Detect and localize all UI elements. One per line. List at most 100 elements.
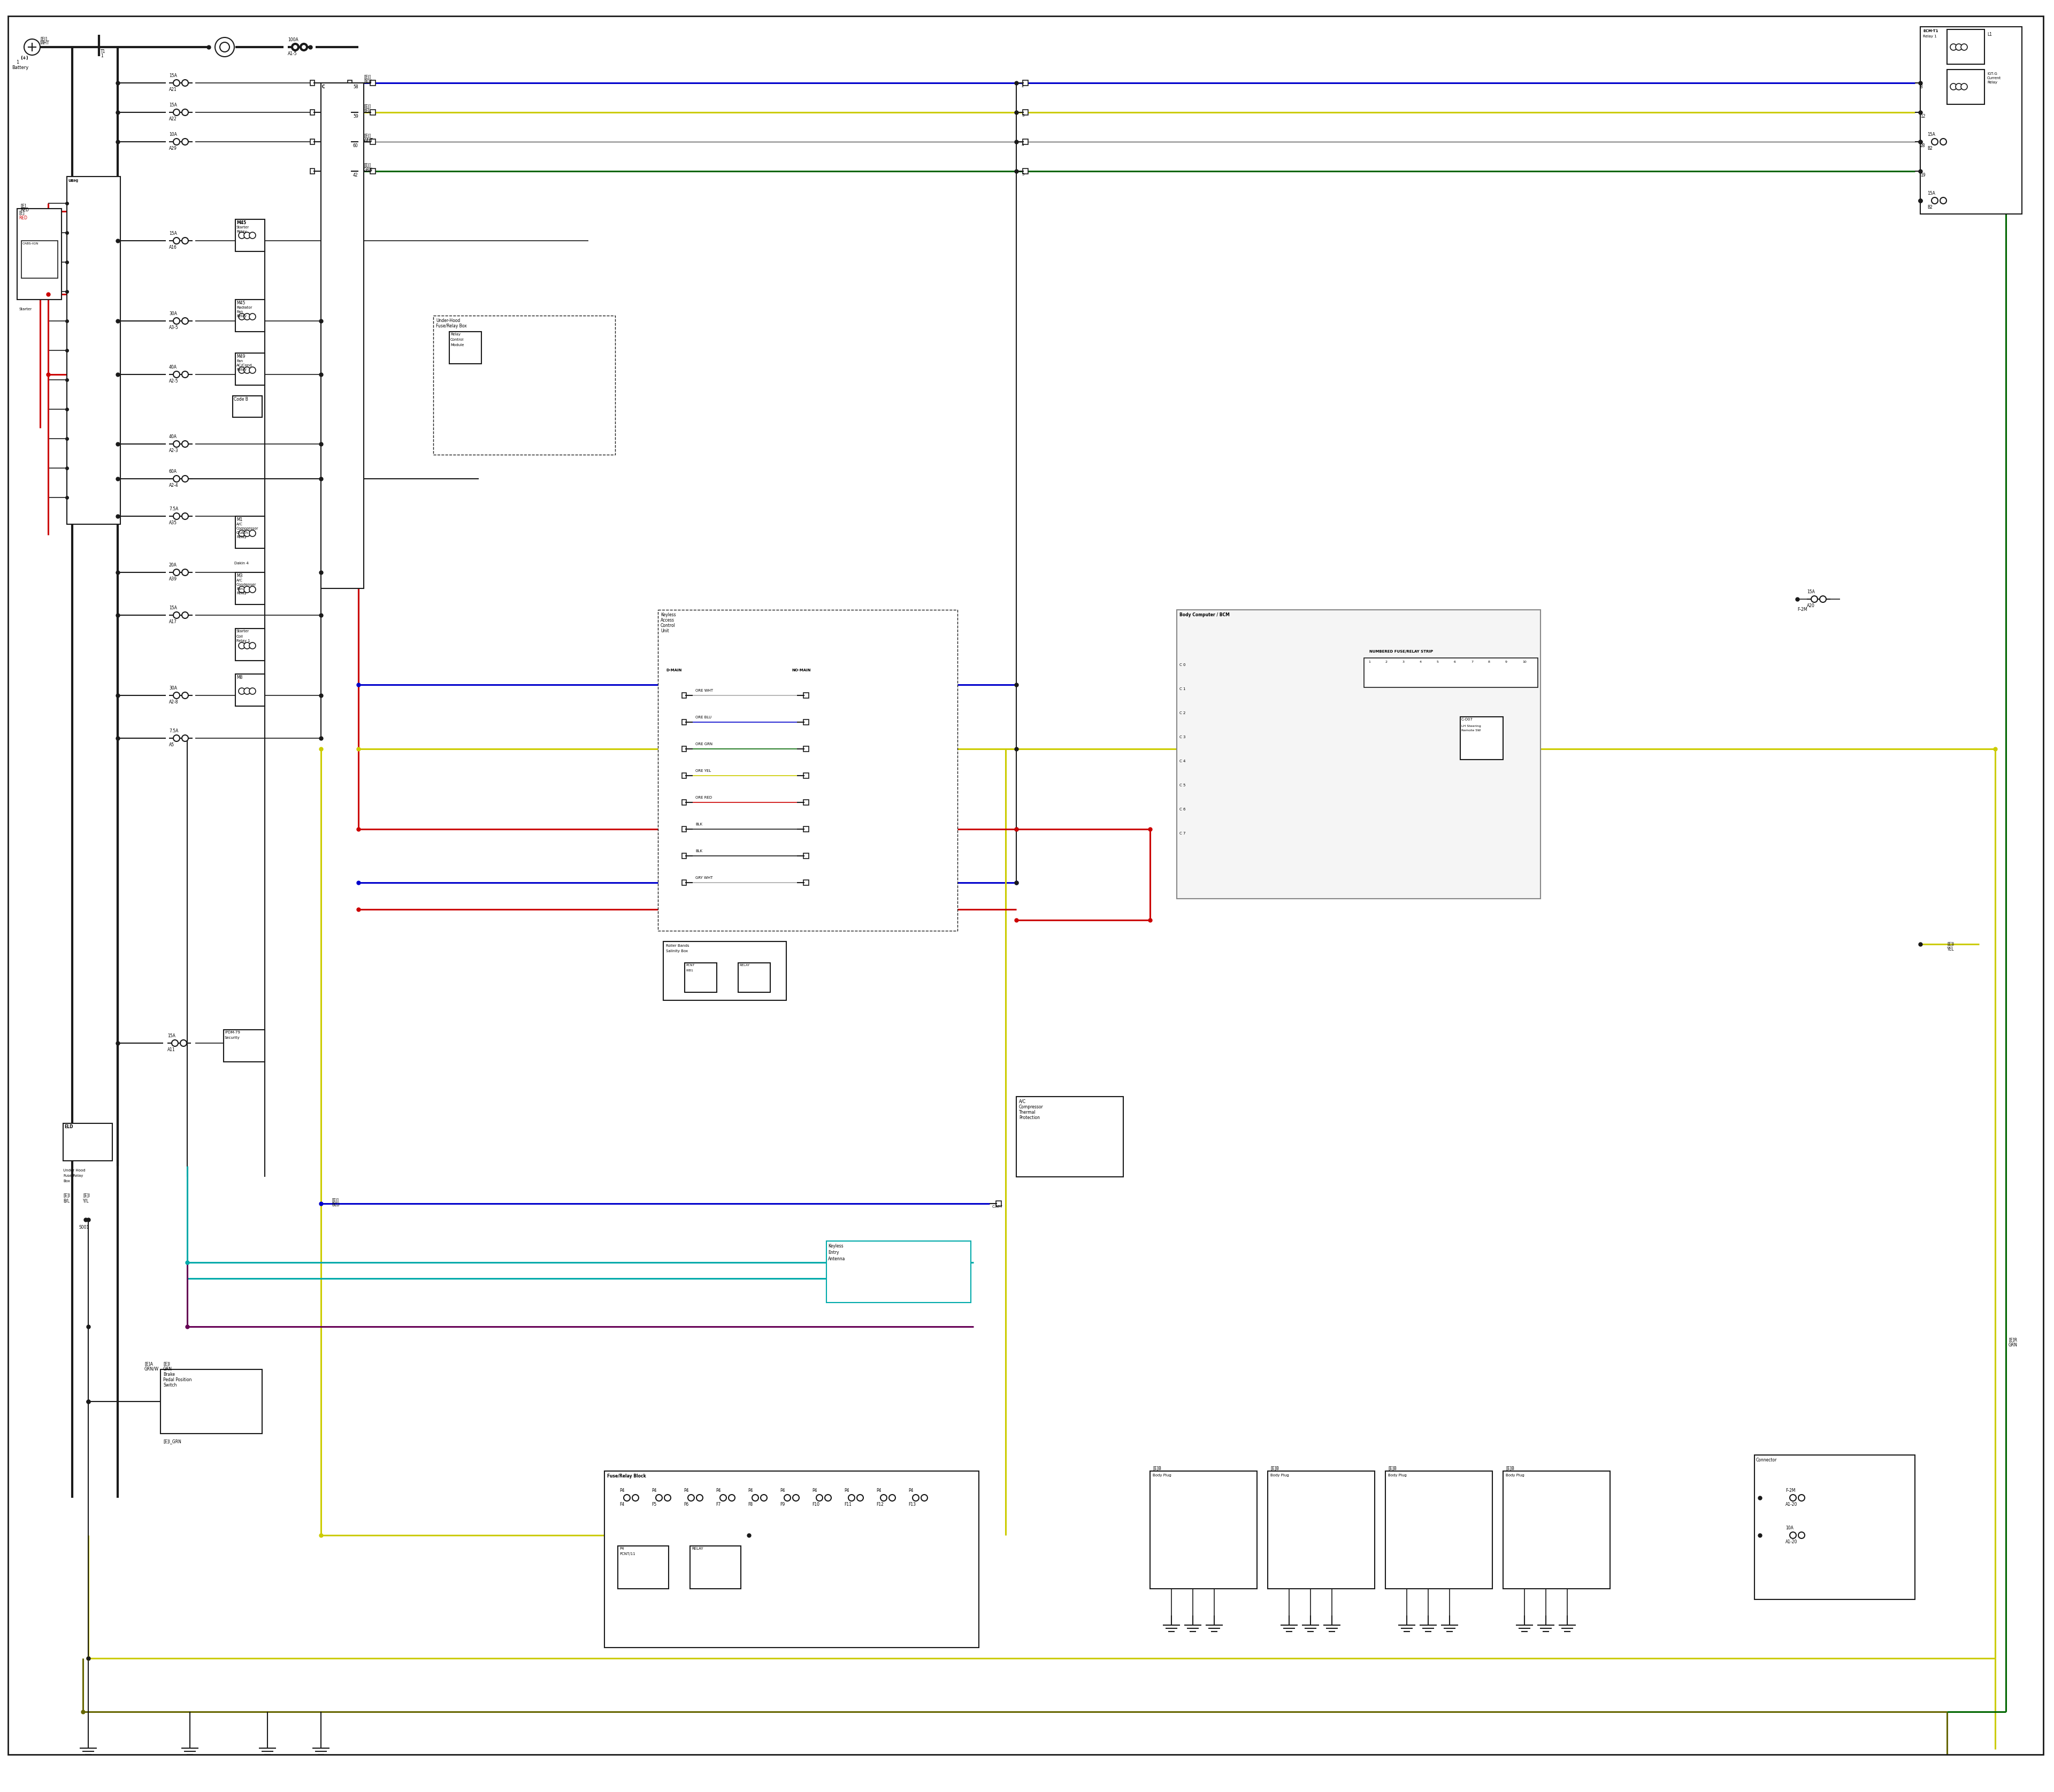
Bar bbox=[236, 353, 265, 385]
Text: F6: F6 bbox=[684, 1502, 688, 1507]
Text: A2-3: A2-3 bbox=[168, 448, 179, 453]
Text: NO-MAIN: NO-MAIN bbox=[791, 668, 811, 672]
Text: 20A: 20A bbox=[168, 563, 177, 568]
Bar bbox=[450, 332, 481, 364]
Text: P4: P4 bbox=[908, 1487, 914, 1493]
Text: 5: 5 bbox=[1021, 172, 1025, 176]
Text: [EI]: [EI] bbox=[41, 36, 47, 41]
Bar bbox=[370, 140, 376, 145]
Bar bbox=[1920, 27, 2021, 213]
Text: Control: Control bbox=[661, 624, 676, 627]
Circle shape bbox=[760, 1495, 766, 1502]
Bar bbox=[1920, 109, 1927, 115]
Text: 58: 58 bbox=[353, 84, 357, 90]
Text: P4: P4 bbox=[748, 1487, 754, 1493]
Text: Current: Current bbox=[1986, 77, 2001, 79]
Text: [E]I: [E]I bbox=[1947, 941, 1953, 946]
Text: Code B: Code B bbox=[234, 396, 249, 401]
Text: 60: 60 bbox=[353, 143, 357, 149]
Text: 8: 8 bbox=[1487, 661, 1489, 663]
Text: F10: F10 bbox=[811, 1502, 820, 1507]
Text: Condenser: Condenser bbox=[236, 582, 257, 586]
Text: Brake: Brake bbox=[162, 1373, 175, 1376]
Text: A2-4: A2-4 bbox=[168, 484, 179, 487]
Text: Keyless: Keyless bbox=[661, 613, 676, 616]
Text: B/L: B/L bbox=[64, 1199, 70, 1202]
Text: P4: P4 bbox=[877, 1487, 881, 1493]
Text: Control: Control bbox=[450, 339, 464, 340]
Text: A/C: A/C bbox=[1019, 1098, 1027, 1104]
Text: 28: 28 bbox=[1920, 143, 1925, 149]
Text: [E]R: [E]R bbox=[2009, 1337, 2017, 1342]
Text: A22: A22 bbox=[168, 116, 177, 122]
Text: [E]: [E] bbox=[18, 210, 25, 215]
Text: F-2M: F-2M bbox=[1785, 1487, 1795, 1493]
Circle shape bbox=[1799, 1495, 1805, 1502]
Text: C 4: C 4 bbox=[1179, 760, 1185, 763]
Text: Relay: Relay bbox=[236, 591, 246, 595]
Text: 40A: 40A bbox=[168, 366, 177, 369]
Text: C 5: C 5 bbox=[1179, 783, 1185, 787]
Text: 7.5A: 7.5A bbox=[168, 729, 179, 733]
Circle shape bbox=[729, 1495, 735, 1502]
Text: NUMBERED FUSE/RELAY STRIP: NUMBERED FUSE/RELAY STRIP bbox=[1370, 650, 1434, 652]
Text: [EJ]: [EJ] bbox=[364, 134, 370, 138]
Circle shape bbox=[220, 43, 230, 52]
Text: P/B1: P/B1 bbox=[686, 969, 692, 971]
Text: T1: T1 bbox=[101, 48, 105, 54]
Circle shape bbox=[793, 1495, 799, 1502]
Text: ORE GRN: ORE GRN bbox=[696, 742, 713, 745]
Text: M45: M45 bbox=[236, 301, 244, 305]
Text: M1: M1 bbox=[236, 518, 242, 521]
Text: BLK: BLK bbox=[696, 823, 702, 826]
Bar bbox=[236, 572, 265, 604]
Bar bbox=[370, 168, 376, 174]
Text: Clutch: Clutch bbox=[236, 530, 249, 534]
Circle shape bbox=[889, 1495, 896, 1502]
Text: Thermal: Thermal bbox=[1019, 1109, 1035, 1115]
Bar bbox=[1177, 609, 1540, 898]
Text: C 0: C 0 bbox=[1179, 663, 1185, 667]
Text: CABS-IGN: CABS-IGN bbox=[23, 242, 39, 246]
Bar bbox=[1384, 1471, 1493, 1590]
Text: 60A: 60A bbox=[168, 470, 177, 473]
Text: P4: P4 bbox=[844, 1487, 848, 1493]
Text: Security: Security bbox=[224, 1036, 240, 1039]
Circle shape bbox=[752, 1495, 758, 1502]
Text: P4: P4 bbox=[684, 1487, 688, 1493]
Text: A3-5: A3-5 bbox=[168, 324, 179, 330]
Circle shape bbox=[912, 1495, 918, 1502]
Text: A2-5: A2-5 bbox=[168, 378, 179, 383]
Text: F5: F5 bbox=[651, 1502, 657, 1507]
Text: C: C bbox=[322, 84, 325, 90]
Circle shape bbox=[173, 238, 181, 244]
Text: L1: L1 bbox=[1986, 32, 1992, 38]
Text: GRN/W: GRN/W bbox=[144, 1367, 158, 1371]
Circle shape bbox=[25, 39, 41, 56]
Text: Fuse/Relay Block: Fuse/Relay Block bbox=[608, 1473, 647, 1478]
Text: [E]B: [E]B bbox=[1389, 1466, 1397, 1471]
Circle shape bbox=[238, 643, 244, 649]
Bar bbox=[803, 694, 809, 699]
Circle shape bbox=[1812, 597, 1818, 602]
Text: 15A: 15A bbox=[1927, 133, 1935, 136]
Bar bbox=[1017, 1097, 1124, 1177]
Text: 10A: 10A bbox=[168, 133, 177, 136]
Circle shape bbox=[244, 643, 251, 649]
Text: WHT: WHT bbox=[364, 138, 374, 143]
Text: B2: B2 bbox=[1927, 145, 1933, 151]
Circle shape bbox=[1962, 84, 1968, 90]
Text: 1: 1 bbox=[1368, 661, 1370, 663]
Circle shape bbox=[300, 43, 306, 50]
Bar bbox=[310, 109, 314, 115]
Text: A21: A21 bbox=[168, 88, 177, 91]
Text: A29: A29 bbox=[168, 145, 177, 151]
Text: A5: A5 bbox=[168, 742, 175, 747]
Bar bbox=[682, 853, 686, 858]
Bar bbox=[1460, 717, 1504, 760]
Text: 4: 4 bbox=[1419, 661, 1421, 663]
Bar bbox=[310, 168, 314, 174]
Text: Connector: Connector bbox=[1756, 1457, 1777, 1462]
Bar bbox=[682, 745, 686, 751]
Text: A/C: A/C bbox=[236, 523, 242, 525]
